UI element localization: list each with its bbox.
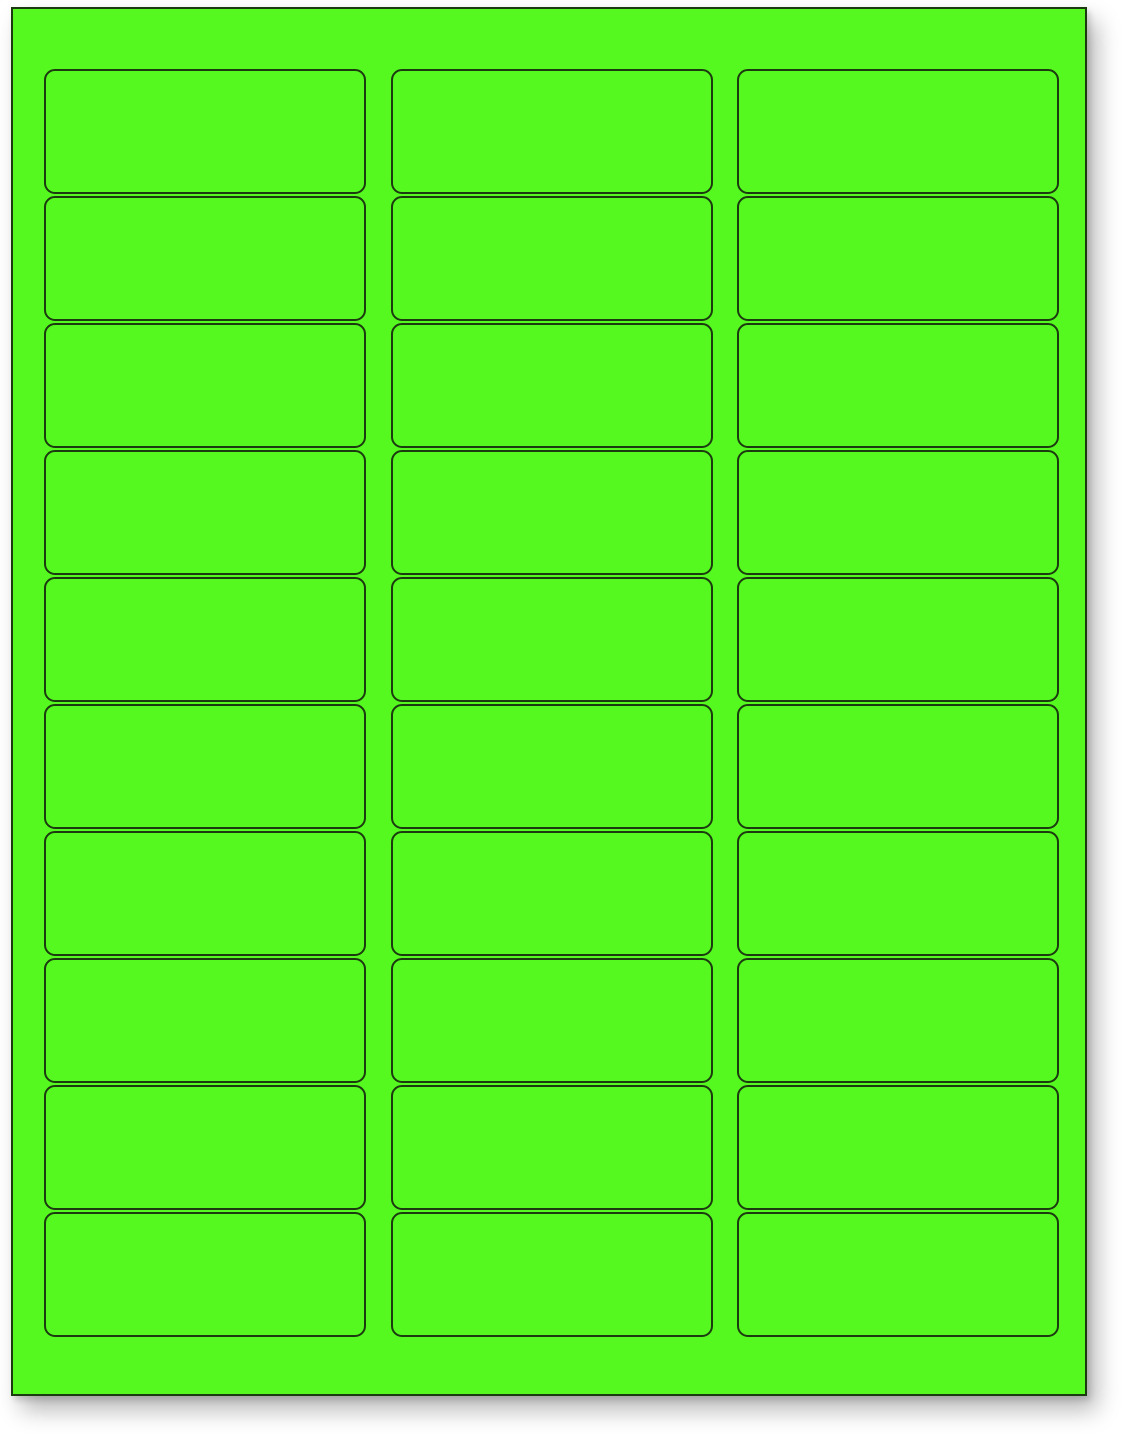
label-r1-c3 <box>737 69 1059 194</box>
label-r8-c2 <box>390 958 713 1083</box>
label-r3-c3 <box>737 323 1059 448</box>
label-r9-c2 <box>390 1085 713 1210</box>
label-r3-c1 <box>44 323 366 448</box>
label-r6-c2 <box>390 704 713 829</box>
label-r10-c2 <box>390 1212 713 1337</box>
label-r1-c2 <box>390 69 713 194</box>
label-r4-c1 <box>44 450 366 575</box>
label-r1-c1 <box>44 69 366 194</box>
label-r10-c3 <box>737 1212 1059 1337</box>
label-r9-c1 <box>44 1085 366 1210</box>
label-r6-c1 <box>44 704 366 829</box>
label-r2-c2 <box>390 196 713 321</box>
label-r6-c3 <box>737 704 1059 829</box>
label-r3-c2 <box>390 323 713 448</box>
label-r5-c2 <box>390 577 713 702</box>
label-r7-c2 <box>390 831 713 956</box>
label-r2-c1 <box>44 196 366 321</box>
label-r8-c3 <box>737 958 1059 1083</box>
label-r10-c1 <box>44 1212 366 1337</box>
label-r8-c1 <box>44 958 366 1083</box>
label-r7-c3 <box>737 831 1059 956</box>
label-r4-c2 <box>390 450 713 575</box>
label-r7-c1 <box>44 831 366 956</box>
label-sheet <box>11 7 1087 1396</box>
label-r5-c3 <box>737 577 1059 702</box>
label-grid <box>44 69 1059 1337</box>
label-r2-c3 <box>737 196 1059 321</box>
label-r5-c1 <box>44 577 366 702</box>
label-r4-c3 <box>737 450 1059 575</box>
label-r9-c3 <box>737 1085 1059 1210</box>
